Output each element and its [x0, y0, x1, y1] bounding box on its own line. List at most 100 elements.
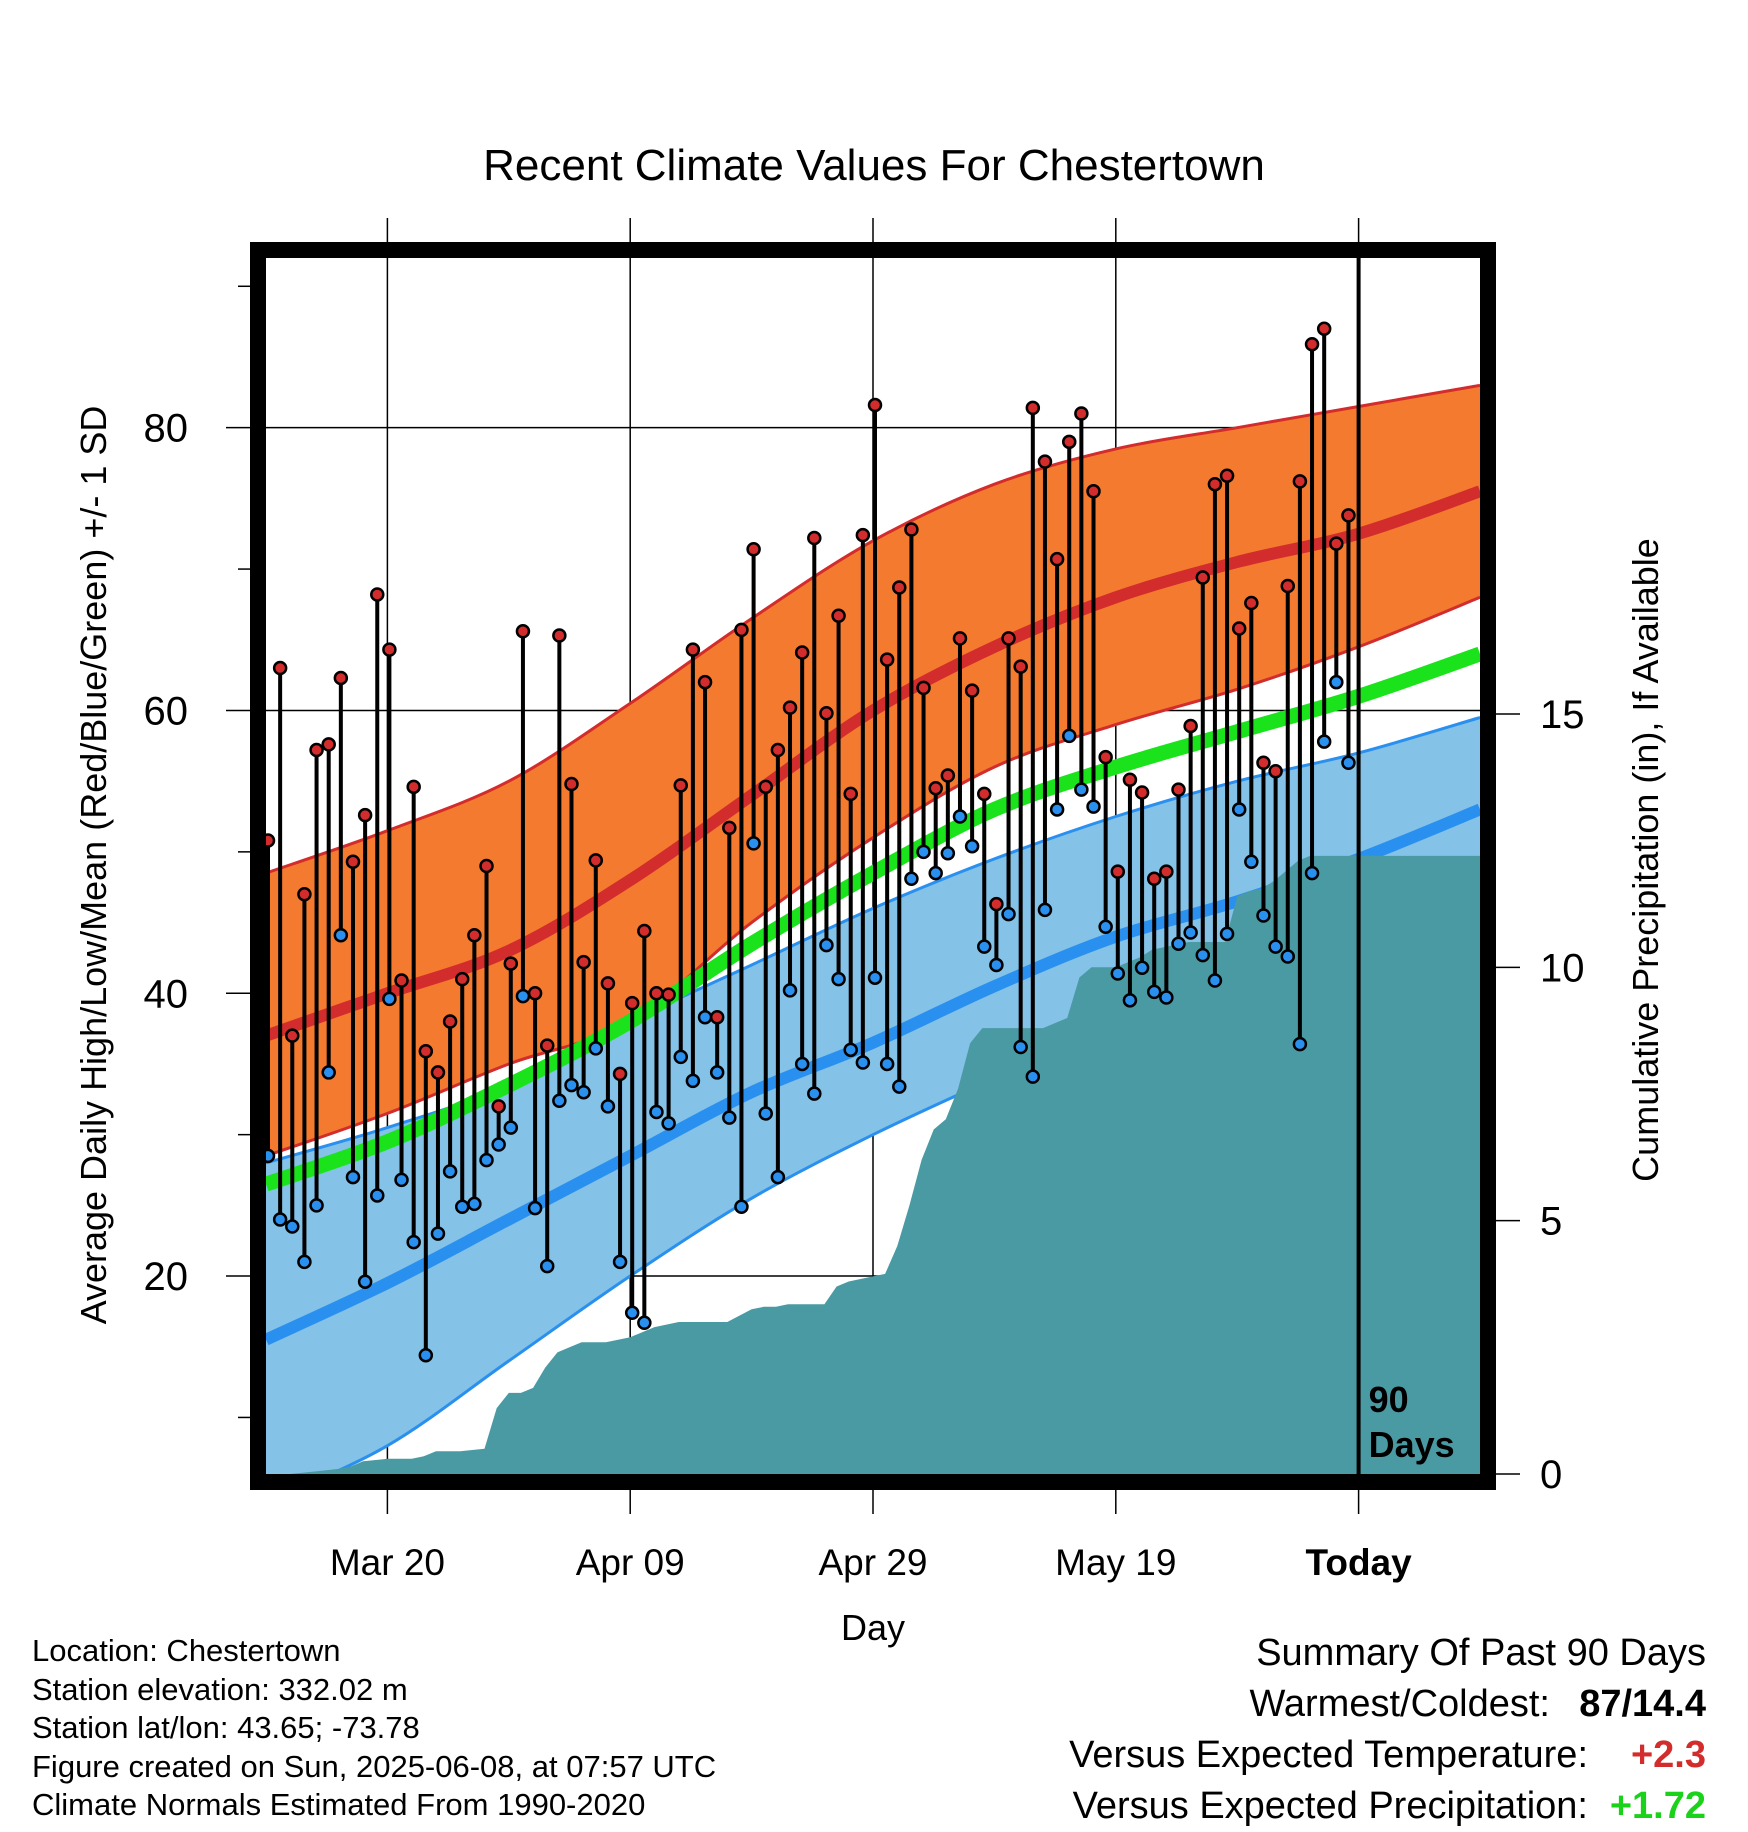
y2-axis-title: Cumulative Precipitation (in), If Availa…: [1625, 538, 1666, 1182]
daily-low-point: [1061, 728, 1077, 744]
daily-high-point: [503, 956, 519, 971]
daily-high-point: [879, 652, 895, 667]
daily-high-point: [345, 854, 361, 870]
daily-high-point: [1207, 476, 1223, 492]
daily-high-point: [1280, 578, 1296, 594]
daily-high-point: [1292, 474, 1308, 489]
daily-high-point: [600, 976, 616, 991]
daily-high-point: [1268, 764, 1283, 779]
daily-low-point: [1025, 1069, 1041, 1084]
daily-low-point: [1341, 755, 1356, 771]
daily-high-point: [564, 776, 579, 792]
daily-low-point: [394, 1172, 409, 1188]
daily-high-point: [734, 622, 749, 638]
daily-high-point: [515, 624, 531, 639]
daily-low-point: [892, 1079, 907, 1094]
daily-high-point: [1341, 508, 1356, 523]
daily-high-point: [1231, 621, 1247, 636]
precip-area: [266, 855, 1480, 1474]
daily-low-point: [722, 1110, 737, 1125]
daily-high-point: [649, 986, 664, 1001]
daily-low-point: [382, 991, 397, 1007]
daily-low-point: [1329, 674, 1344, 690]
daily-low-point: [1256, 908, 1271, 923]
latlon-text: Station lat/lon: 43.65; -73.78: [32, 1710, 420, 1745]
daily-low-point: [515, 988, 531, 1004]
daily-low-point: [734, 1199, 749, 1215]
daily-low-point: [916, 844, 931, 860]
y2-tick-label: 15: [1540, 693, 1585, 737]
daily-low-point: [297, 1254, 312, 1270]
daily-high-point: [357, 807, 373, 823]
daily-high-point: [1001, 631, 1016, 646]
daily-high-point: [442, 1014, 458, 1029]
daily-low-point: [782, 983, 798, 998]
daily-low-point: [418, 1347, 434, 1363]
daily-low-point: [588, 1041, 604, 1056]
daily-low-point: [370, 1188, 385, 1203]
daily-low-point: [1074, 782, 1089, 797]
high-sd-band-upper-edge: [266, 383, 1480, 875]
station-metadata: Location: Chestertown Station elevation:…: [32, 1632, 716, 1825]
daily-low-point: [989, 957, 1004, 973]
daily-high-point: [685, 642, 701, 657]
daily-high-point: [709, 1010, 725, 1025]
daily-high-point: [964, 683, 980, 698]
created-text: Figure created on Sun, 2025-06-08, at 07…: [32, 1748, 717, 1784]
daily-high-point: [1304, 337, 1320, 352]
daily-low-point: [964, 838, 980, 854]
daily-low-point: [794, 1056, 810, 1072]
summary-warm-cold: Warmest/Coldest: 87/14.4: [1069, 1679, 1706, 1730]
daily-low-point: [1183, 925, 1198, 940]
y-tick-label: 20: [144, 1255, 189, 1299]
daily-high-point: [454, 971, 470, 987]
normals-text: Climate Normals Estimated From 1990-2020: [32, 1787, 646, 1822]
daily-high-point: [1329, 536, 1344, 551]
daily-high-point: [989, 896, 1004, 912]
y2-tick-label: 0: [1540, 1453, 1562, 1497]
daily-low-point: [940, 846, 956, 861]
daily-high-point: [892, 580, 907, 595]
daily-low-point: [612, 1254, 628, 1270]
daily-high-point: [807, 530, 822, 546]
x-tick-label: Apr 09: [576, 1542, 685, 1583]
daily-low-point: [333, 928, 349, 943]
daily-high-point: [928, 780, 943, 796]
x-tick-label: May 19: [1055, 1542, 1176, 1583]
daily-high-point: [1159, 864, 1174, 879]
daily-high-point: [1219, 468, 1235, 483]
daily-low-point: [527, 1200, 543, 1216]
daily-high-point: [1122, 772, 1138, 787]
daily-low-point: [1292, 1036, 1308, 1052]
daily-high-point: [588, 853, 604, 868]
daily-low-point: [1110, 966, 1126, 981]
daily-high-point: [916, 680, 931, 696]
daily-low-point: [904, 871, 919, 886]
daily-low-point: [503, 1120, 519, 1135]
daily-high-point: [552, 628, 567, 643]
daily-high-point: [1134, 785, 1150, 800]
daily-high-point: [309, 742, 324, 758]
daily-low-point: [1280, 949, 1296, 964]
daily-low-point: [637, 1315, 652, 1330]
daily-low-point: [321, 1065, 336, 1080]
daily-high-point: [1037, 454, 1053, 469]
daily-high-point: [1146, 871, 1162, 886]
daily-low-point: [1171, 936, 1186, 952]
daily-high-point: [831, 608, 846, 623]
daily-high-point: [1049, 551, 1065, 567]
daily-high-point: [758, 779, 773, 795]
plot-frame: [250, 242, 1496, 1490]
location-text: Location: Chestertown: [32, 1633, 341, 1668]
daily-high-point: [819, 706, 834, 721]
daily-low-point: [819, 937, 834, 953]
daily-high-point: [867, 397, 883, 413]
daily-low-point: [807, 1086, 822, 1101]
daily-high-point: [952, 631, 968, 646]
daily-low-point: [1219, 926, 1235, 942]
daily-high-point: [1195, 570, 1211, 585]
chart-title: Recent Climate Values For Chestertown: [483, 141, 1265, 190]
daily-low-point: [855, 1055, 871, 1070]
daily-low-point: [479, 1152, 494, 1168]
